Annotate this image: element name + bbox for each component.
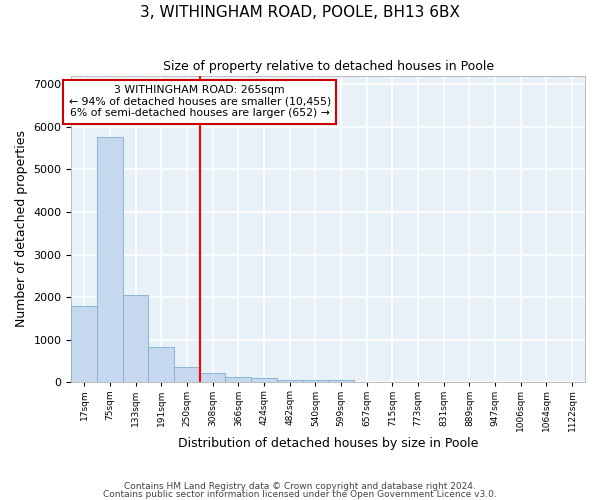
Bar	[123, 295, 148, 382]
Text: 3, WITHINGHAM ROAD, POOLE, BH13 6BX: 3, WITHINGHAM ROAD, POOLE, BH13 6BX	[140, 5, 460, 20]
Bar	[97, 138, 123, 382]
Text: Contains public sector information licensed under the Open Government Licence v3: Contains public sector information licen…	[103, 490, 497, 499]
Bar	[277, 380, 302, 382]
Bar	[71, 306, 97, 382]
Bar	[148, 347, 174, 382]
Text: Contains HM Land Registry data © Crown copyright and database right 2024.: Contains HM Land Registry data © Crown c…	[124, 482, 476, 491]
Bar	[200, 372, 226, 382]
X-axis label: Distribution of detached houses by size in Poole: Distribution of detached houses by size …	[178, 437, 478, 450]
Bar	[226, 378, 251, 382]
Y-axis label: Number of detached properties: Number of detached properties	[15, 130, 28, 328]
Text: 3 WITHINGHAM ROAD: 265sqm
← 94% of detached houses are smaller (10,455)
6% of se: 3 WITHINGHAM ROAD: 265sqm ← 94% of detac…	[68, 85, 331, 118]
Bar	[328, 380, 354, 382]
Bar	[174, 368, 200, 382]
Title: Size of property relative to detached houses in Poole: Size of property relative to detached ho…	[163, 60, 494, 73]
Bar	[251, 378, 277, 382]
Bar	[302, 380, 328, 382]
